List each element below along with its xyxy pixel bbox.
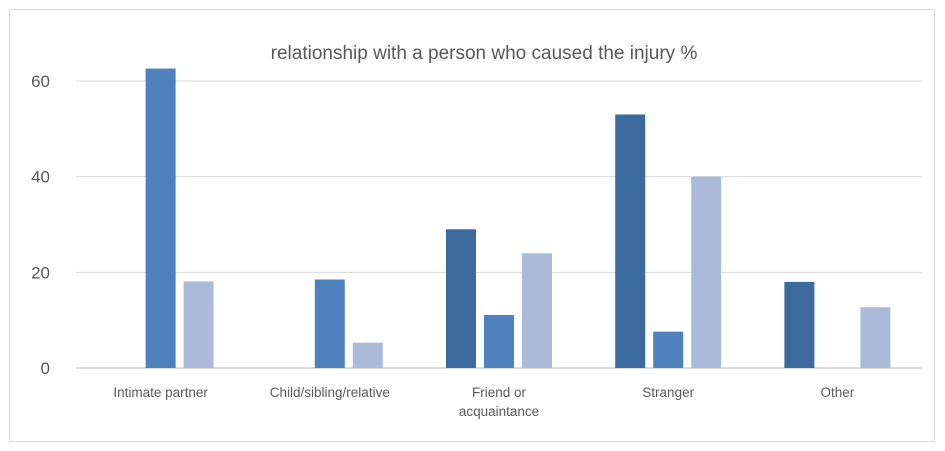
x-tick-label: Other — [821, 385, 855, 400]
bar-series-2-category-3 — [484, 314, 514, 368]
bar-series-3-category-5 — [860, 307, 891, 368]
x-tick-label: Child/sibling/relative — [270, 385, 390, 400]
bar-series-1-category-4 — [615, 114, 646, 368]
y-axis-ticks: 0 20 40 60 — [31, 72, 50, 378]
bar-series-1-category-5 — [784, 281, 815, 368]
chart-title: relationship with a person who caused th… — [271, 43, 698, 64]
y-tick-label: 0 — [41, 359, 50, 378]
bar-series-3-category-2 — [352, 342, 383, 368]
bar-series-3-category-1 — [183, 281, 214, 368]
bar-series-3-category-4 — [691, 176, 722, 368]
y-tick-label: 40 — [31, 168, 50, 187]
x-tick-label: Intimate partner — [113, 385, 208, 400]
x-tick-label: Stranger — [642, 385, 694, 400]
y-tick-label: 60 — [31, 72, 50, 91]
x-axis-ticks: Intimate partner Child/sibling/relative Fr… — [113, 385, 854, 419]
x-tick-label: acquaintance — [459, 404, 539, 419]
x-tick-label: Friend or — [472, 385, 527, 400]
bar-series-1-category-3 — [446, 229, 476, 368]
bar-series-2-category-2 — [314, 279, 345, 368]
bar-series-3-category-3 — [522, 253, 552, 368]
y-tick-label: 20 — [31, 263, 50, 282]
bar-series-2-category-4 — [653, 331, 684, 368]
bars — [145, 68, 891, 369]
bar-series-2-category-1 — [145, 68, 176, 369]
